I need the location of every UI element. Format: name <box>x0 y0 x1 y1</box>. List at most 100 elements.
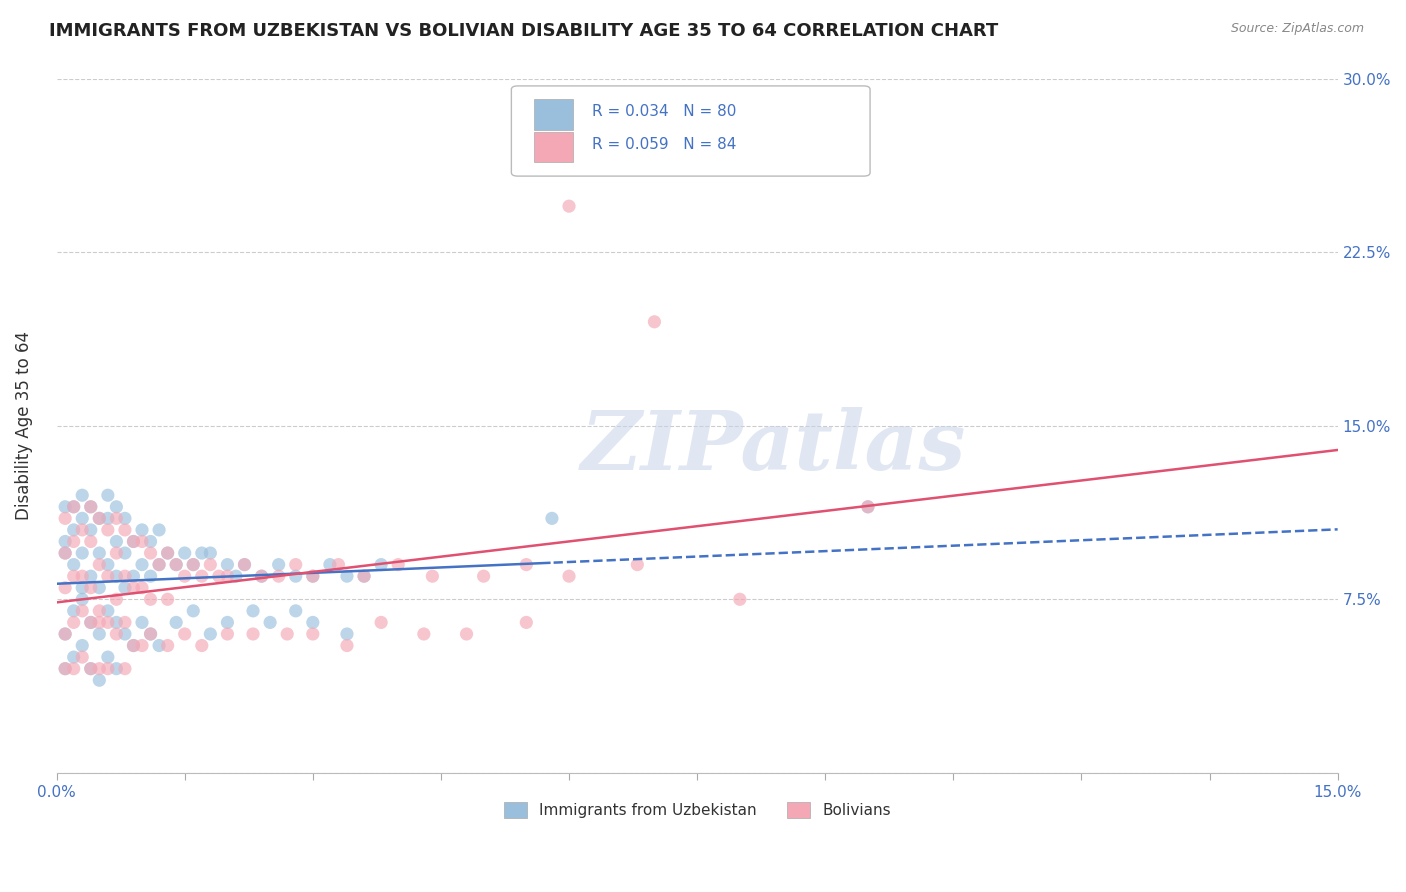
Point <box>62 523 84 537</box>
Point <box>353 569 375 583</box>
Point <box>70 523 93 537</box>
Point <box>114 523 136 537</box>
Point <box>53 500 76 514</box>
Point <box>53 546 76 560</box>
Point <box>515 558 537 572</box>
Point <box>122 569 145 583</box>
FancyBboxPatch shape <box>512 86 870 176</box>
Point <box>139 569 162 583</box>
Point <box>53 581 76 595</box>
Point <box>242 604 264 618</box>
Point <box>70 546 93 560</box>
Point <box>70 639 93 653</box>
Point <box>80 581 103 595</box>
Point <box>456 627 478 641</box>
Point <box>122 639 145 653</box>
Point <box>62 604 84 618</box>
Point <box>242 627 264 641</box>
Point <box>336 639 359 653</box>
Point <box>122 581 145 595</box>
Point <box>472 569 495 583</box>
Point <box>97 511 120 525</box>
Point <box>70 488 93 502</box>
Point <box>233 558 256 572</box>
Point <box>200 627 222 641</box>
Point <box>97 662 120 676</box>
Point <box>114 581 136 595</box>
Point <box>53 534 76 549</box>
Point <box>139 627 162 641</box>
Point <box>181 604 204 618</box>
Point <box>80 662 103 676</box>
Point <box>62 558 84 572</box>
Point <box>200 546 222 560</box>
Point <box>156 546 179 560</box>
Point <box>105 627 128 641</box>
Point <box>284 604 307 618</box>
Point <box>53 627 76 641</box>
Point <box>70 569 93 583</box>
Point <box>643 315 665 329</box>
Point <box>558 199 581 213</box>
Point <box>217 627 239 641</box>
Point <box>53 627 76 641</box>
Point <box>217 615 239 630</box>
Point <box>97 615 120 630</box>
Point <box>131 581 153 595</box>
Point <box>62 534 84 549</box>
Point <box>114 615 136 630</box>
Point <box>80 534 103 549</box>
Text: ZIPatlas: ZIPatlas <box>581 407 967 487</box>
Point <box>148 639 170 653</box>
Point <box>97 523 120 537</box>
Point <box>122 534 145 549</box>
Point <box>89 558 111 572</box>
Bar <box>534 99 572 129</box>
Point <box>319 558 342 572</box>
Point <box>131 639 153 653</box>
Point <box>301 569 323 583</box>
Point <box>165 615 187 630</box>
Point <box>541 511 564 525</box>
Point <box>165 558 187 572</box>
Point <box>53 511 76 525</box>
Point <box>267 569 290 583</box>
Point <box>131 615 153 630</box>
Point <box>80 523 103 537</box>
Point <box>131 534 153 549</box>
Point <box>370 615 392 630</box>
Point <box>626 558 648 572</box>
Point <box>173 627 195 641</box>
Point <box>70 592 93 607</box>
Point <box>165 558 187 572</box>
Point <box>62 650 84 665</box>
Point <box>62 615 84 630</box>
Y-axis label: Disability Age 35 to 64: Disability Age 35 to 64 <box>15 331 32 520</box>
Point <box>122 534 145 549</box>
Point <box>89 546 111 560</box>
Point <box>70 604 93 618</box>
Point <box>353 569 375 583</box>
Point <box>105 500 128 514</box>
Point <box>114 627 136 641</box>
Point <box>62 500 84 514</box>
Point <box>191 639 214 653</box>
Point <box>105 546 128 560</box>
Point <box>139 534 162 549</box>
Point <box>89 615 111 630</box>
Point <box>97 558 120 572</box>
Point <box>80 569 103 583</box>
Point <box>284 558 307 572</box>
Point <box>122 639 145 653</box>
Point <box>181 558 204 572</box>
Legend: Immigrants from Uzbekistan, Bolivians: Immigrants from Uzbekistan, Bolivians <box>498 796 897 824</box>
Point <box>80 662 103 676</box>
Point <box>259 615 281 630</box>
Point <box>131 558 153 572</box>
Point <box>156 546 179 560</box>
Point <box>80 615 103 630</box>
Point <box>284 569 307 583</box>
Point <box>53 662 76 676</box>
Point <box>62 662 84 676</box>
Point <box>70 581 93 595</box>
